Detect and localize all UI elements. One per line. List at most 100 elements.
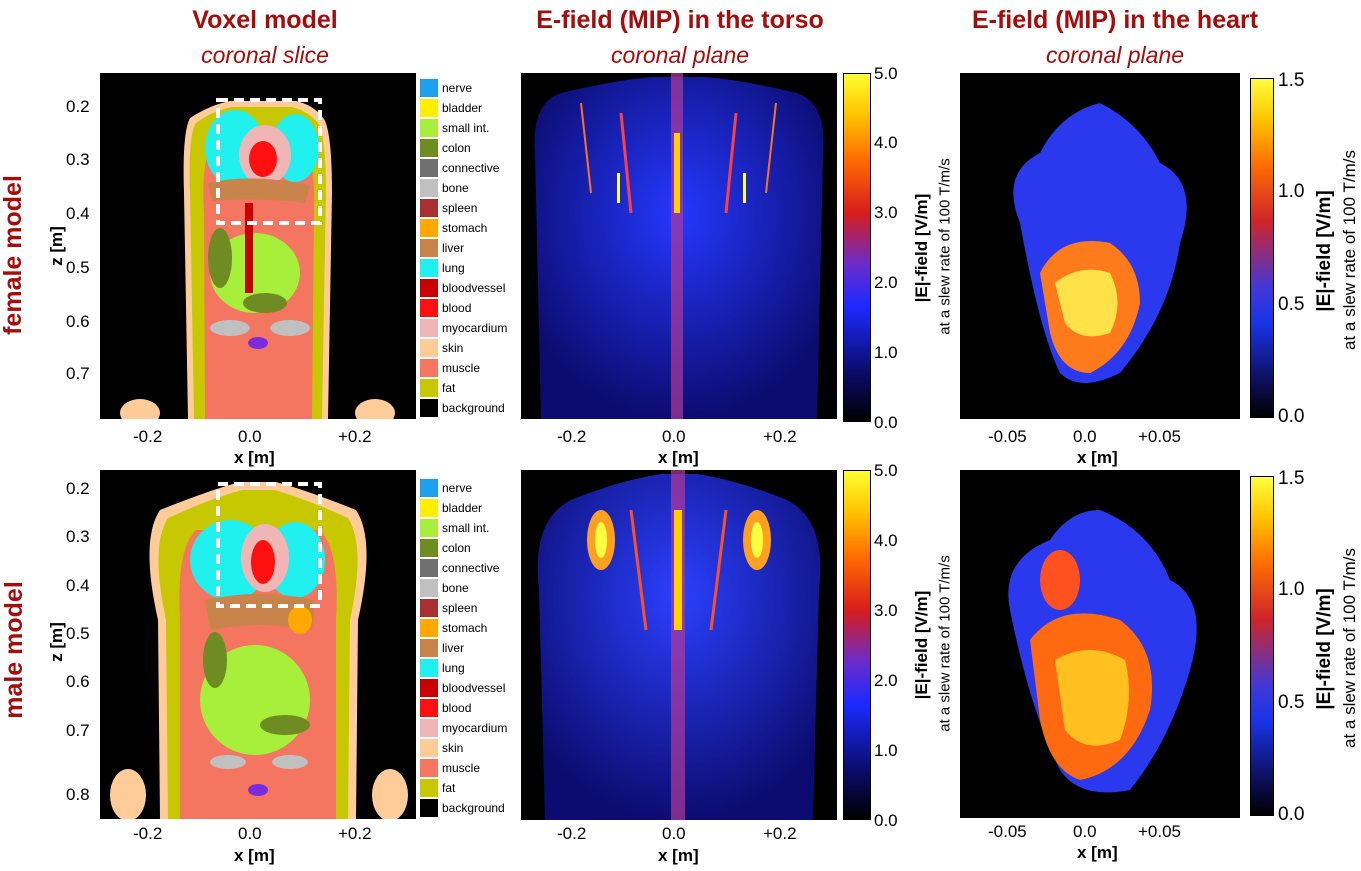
torso-cbar-tick: 1.0 xyxy=(874,343,898,362)
male-heart-x-tick-0: -0.05 xyxy=(988,822,1027,841)
male-torso-x-tick-2: +0.2 xyxy=(763,824,797,843)
torso-title: E-field (MIP) in the torso xyxy=(536,6,824,34)
male-heart-efield-svg xyxy=(1008,510,1197,793)
male-z-tick-3: 0.5 xyxy=(66,624,90,643)
legend-label: nerve xyxy=(442,81,473,95)
legend-item: colon xyxy=(420,138,471,158)
legend-label: myocardium xyxy=(442,721,508,735)
male-heart-colorbar xyxy=(1250,476,1274,816)
female-voxel-x-tick-1: 0.0 xyxy=(238,427,262,446)
legend-swatch xyxy=(420,99,438,117)
female-heart-colorbar xyxy=(1250,78,1274,418)
male-torso-x-label: x [m] xyxy=(658,846,699,865)
male-z-tick-6: 0.8 xyxy=(66,785,90,804)
voxel-subtitle: coronal slice xyxy=(201,42,329,68)
heart-cbar-tick: 1.0 xyxy=(1278,181,1305,202)
female-z-tick-5: 0.7 xyxy=(66,364,90,383)
legend-label: lung xyxy=(442,261,465,275)
legend-item: nerve xyxy=(420,478,472,498)
legend-item: liver xyxy=(420,238,464,258)
legend-swatch xyxy=(420,539,438,557)
legend-label: nerve xyxy=(442,481,473,495)
heart-cbar-tick: 0.5 xyxy=(1278,692,1305,713)
legend-swatch xyxy=(420,499,438,517)
female-heart-efield-svg xyxy=(1013,103,1187,383)
female-voxel-x-tick-2: +0.2 xyxy=(338,427,372,446)
legend-item: muscle xyxy=(420,358,480,378)
female-heart-cbar-sublabel: at a slew rate of 100 T/m/s xyxy=(1340,150,1359,350)
female-z-tick-2: 0.4 xyxy=(66,204,90,223)
female-heart-x-label: x [m] xyxy=(1077,448,1118,467)
legend-swatch xyxy=(420,139,438,157)
legend-item: stomach xyxy=(420,618,487,638)
female-torso-cbar-sublabel: at a slew rate of 100 T/m/s xyxy=(936,158,954,335)
female-z-label: z [m] xyxy=(47,226,66,266)
legend-item: skin xyxy=(420,338,463,358)
heart-cbar-tick: 1.0 xyxy=(1278,579,1305,600)
legend-label: fat xyxy=(442,381,456,395)
legend-swatch xyxy=(420,219,438,237)
legend-item: fat xyxy=(420,778,455,798)
legend-label: muscle xyxy=(442,761,481,775)
male-z-label: z [m] xyxy=(47,622,66,662)
female-z-tick-1: 0.3 xyxy=(66,150,90,169)
legend-item: nerve xyxy=(420,78,472,98)
torso-cbar-tick: 1.0 xyxy=(874,741,898,760)
female-heart-x-tick-2: +0.05 xyxy=(1138,427,1182,446)
legend-item: spleen xyxy=(420,198,477,218)
male-heart-cbar-sublabel: at a slew rate of 100 T/m/s xyxy=(1340,548,1359,748)
legend-item: stomach xyxy=(420,218,487,238)
male-torso-cbar-sublabel: at a slew rate of 100 T/m/s xyxy=(936,555,954,732)
legend-swatch xyxy=(420,399,438,417)
legend-label: lung xyxy=(442,661,465,675)
female-torso-efield-image xyxy=(521,73,837,419)
male-z-tick-4: 0.6 xyxy=(66,672,90,691)
legend-label: liver xyxy=(442,641,465,655)
female-legend: nerve bladder small int. colon connectiv… xyxy=(420,78,520,423)
male-row-label: male model xyxy=(0,581,28,719)
legend-item: background xyxy=(420,798,505,818)
legend-label: myocardium xyxy=(442,321,508,335)
heart-subtitle: coronal plane xyxy=(1045,42,1185,68)
legend-label: spleen xyxy=(442,201,478,215)
legend-swatch xyxy=(420,699,438,717)
legend-label: spleen xyxy=(442,601,478,615)
legend-item: skin xyxy=(420,738,463,758)
female-z-tick-3: 0.5 xyxy=(66,258,90,277)
male-voxel-image xyxy=(110,482,408,819)
legend-swatch xyxy=(420,259,438,277)
male-z-tick-0: 0.2 xyxy=(66,479,90,498)
legend-label: bone xyxy=(442,581,469,595)
legend-item: spleen xyxy=(420,598,477,618)
female-heart-cbar-label: |E|-field [V/m] xyxy=(1314,190,1335,312)
female-torso-x-label: x [m] xyxy=(658,448,699,467)
legend-item: bloodvessel xyxy=(420,678,505,698)
torso-cbar-tick: 4.0 xyxy=(874,531,898,550)
legend-label: colon xyxy=(442,141,471,155)
legend-swatch xyxy=(420,579,438,597)
torso-cbar-tick: 0.0 xyxy=(874,413,898,432)
torso-cbar-tick: 2.0 xyxy=(874,273,898,292)
legend-swatch xyxy=(420,679,438,697)
male-voxel-x-tick-0: -0.2 xyxy=(133,824,163,843)
legend-label: bloodvessel xyxy=(442,281,506,295)
legend-item: bone xyxy=(420,178,469,198)
legend-item: fat xyxy=(420,378,455,398)
male-z-tick-1: 0.3 xyxy=(66,527,90,546)
torso-cbar-tick: 3.0 xyxy=(874,601,898,620)
female-torso-x-tick-0: -0.2 xyxy=(557,427,587,446)
legend-swatch xyxy=(420,379,438,397)
male-heart-x-tick-1: 0.0 xyxy=(1073,822,1097,841)
legend-swatch xyxy=(420,359,438,377)
legend-item: myocardium xyxy=(420,318,507,338)
male-voxel-panel xyxy=(100,470,416,819)
male-voxel-x-tick-2: +0.2 xyxy=(338,824,372,843)
legend-label: bladder xyxy=(442,501,483,515)
legend-swatch xyxy=(420,119,438,137)
legend-item: lung xyxy=(420,258,465,278)
male-heart-efield-image xyxy=(960,470,1240,818)
legend-label: stomach xyxy=(442,221,488,235)
female-heart-efield-image xyxy=(960,73,1240,419)
legend-swatch xyxy=(420,279,438,297)
legend-label: connective xyxy=(442,561,500,575)
